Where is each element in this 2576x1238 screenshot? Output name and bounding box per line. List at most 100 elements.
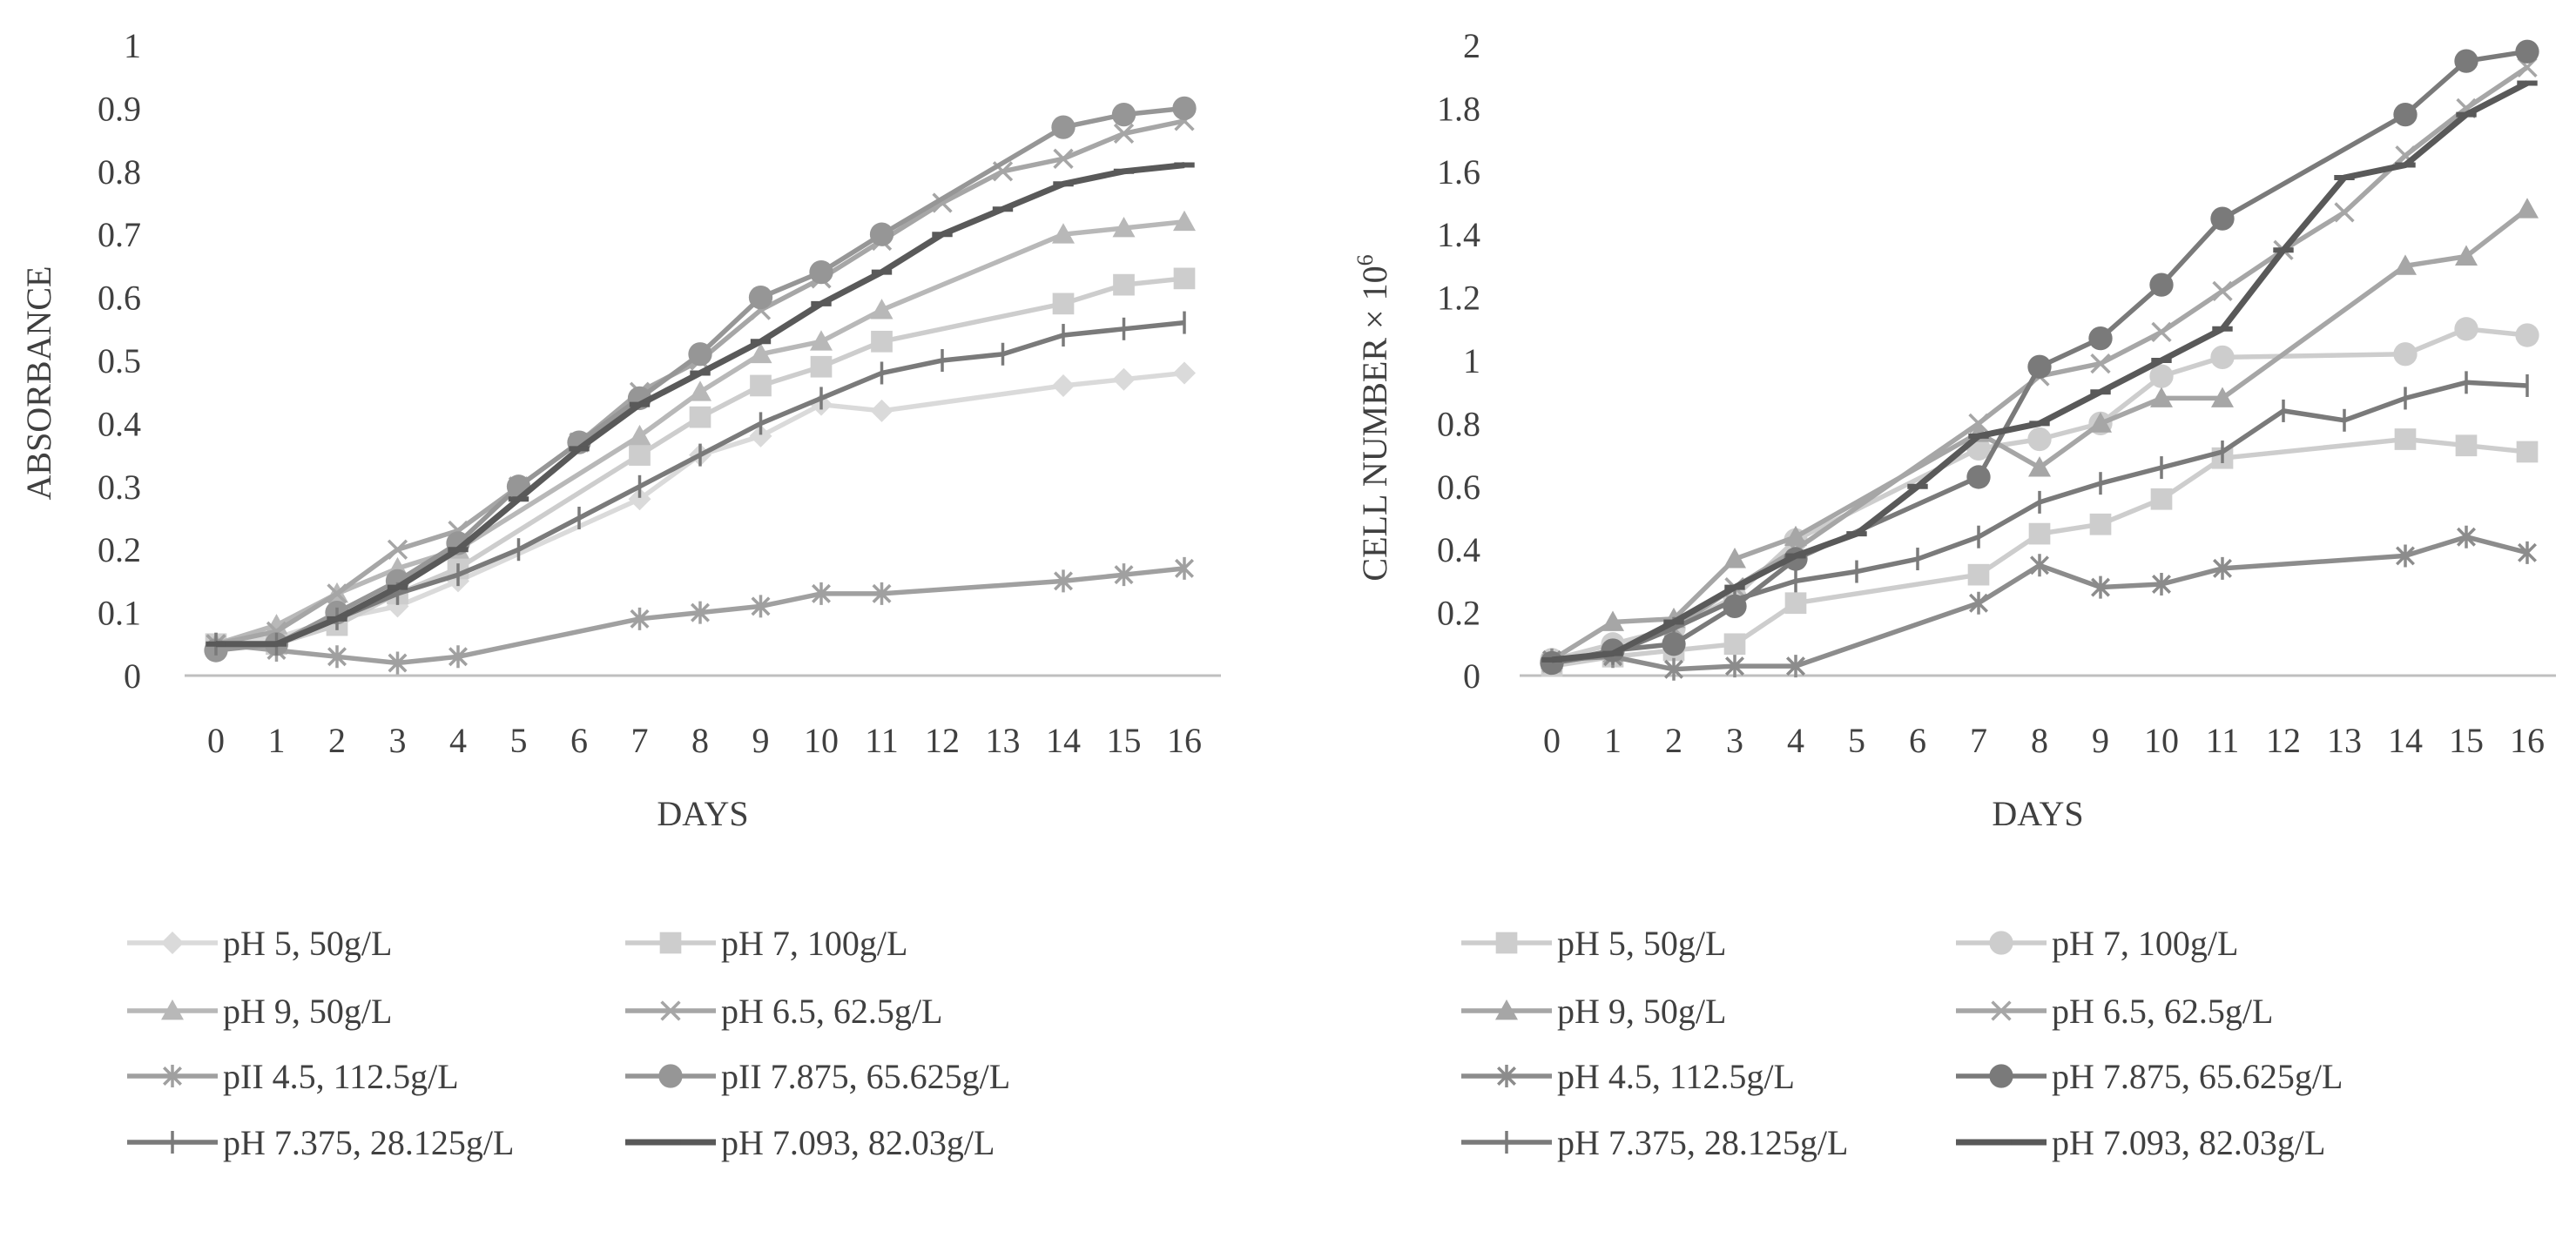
- x-tick-label: 15: [2449, 721, 2484, 760]
- data-point: [327, 583, 347, 604]
- data-point: [2394, 254, 2417, 275]
- data-point: [388, 651, 408, 675]
- x-tick-label: 7: [1970, 721, 1987, 760]
- y-tick-label: 2: [1463, 26, 1480, 65]
- data-point: [630, 607, 650, 630]
- legend-item: pII 7.875, 65.625g/L: [625, 1057, 1010, 1096]
- data-point: [1173, 361, 1196, 385]
- y-axis-title-left: ABSORBANCE: [19, 266, 58, 501]
- data-point: [2213, 556, 2232, 580]
- data-point: [1662, 632, 1686, 656]
- series-6: [214, 311, 1186, 656]
- y-tick-label: 0.4: [98, 404, 141, 443]
- legend-marker: [161, 999, 184, 1020]
- data-point: [2210, 345, 2235, 370]
- x-axis-ticks-left: 0 1 2 3 4 5 6 7 8 9 10 11 12 13 14 15 16: [207, 721, 1202, 760]
- series-4: [1542, 525, 2537, 681]
- data-point: [810, 330, 833, 351]
- data-point: [1784, 592, 1807, 615]
- data-point: [387, 539, 408, 560]
- data-point: [327, 645, 347, 669]
- data-point: [2211, 387, 2234, 407]
- data-point: [2515, 323, 2539, 347]
- y-tick-label: 0.3: [98, 468, 141, 507]
- x-tick-label: 2: [1665, 721, 1682, 760]
- x-tick-label: 13: [986, 721, 1021, 760]
- x-tick-label: 5: [1848, 721, 1865, 760]
- series-7: [206, 162, 1195, 648]
- legend-marker: [1991, 1000, 2012, 1021]
- data-point: [750, 374, 772, 397]
- series-line: [216, 162, 1185, 648]
- data-point: [1111, 102, 1136, 127]
- legend-label: pII 7.875, 65.625g/L: [721, 1057, 1010, 1096]
- x-tick-label: 16: [1167, 721, 1202, 760]
- data-point: [2152, 573, 2171, 596]
- data-point: [2334, 202, 2355, 223]
- x-tick-label: 11: [2206, 721, 2240, 760]
- data-point: [628, 488, 651, 511]
- data-point: [1112, 216, 1136, 238]
- x-tick-label: 7: [631, 721, 649, 760]
- x-tick-label: 4: [449, 721, 467, 760]
- data-point: [2027, 427, 2052, 452]
- legend-item: pH 7.375, 28.125g/L: [127, 1123, 514, 1162]
- legend-label: pH 7.093, 82.03g/L: [2052, 1123, 2325, 1162]
- data-point: [749, 342, 772, 364]
- x-tick-label: 9: [752, 721, 770, 760]
- data-point: [749, 424, 772, 447]
- data-point: [1784, 525, 1807, 547]
- x-tick-label: 6: [1909, 721, 1926, 760]
- legend-label: pH 5, 50g/L: [223, 924, 392, 963]
- data-point: [810, 355, 833, 378]
- data-point: [1114, 563, 1134, 587]
- data-point: [2515, 39, 2539, 64]
- x-tick-label: 8: [691, 721, 709, 760]
- x-tick-label: 3: [389, 721, 407, 760]
- legend-item: pH 5, 50g/L: [127, 924, 392, 963]
- x-tick-label: 10: [804, 721, 839, 760]
- data-point: [2091, 575, 2110, 599]
- series-line: [215, 105, 1185, 653]
- data-point: [448, 645, 468, 669]
- data-point: [812, 582, 831, 605]
- data-point: [870, 299, 894, 320]
- x-tick-label: 13: [2327, 721, 2362, 760]
- data-point: [1052, 223, 1075, 244]
- chart-cell-number: 00.20.40.60.811.21.41.61.82 0 1 2 3 4 5 6 7 8 9 10…: [1352, 26, 2556, 1162]
- data-point: [2090, 353, 2111, 374]
- y-tick-label: 0: [1463, 656, 1480, 696]
- data-point: [2457, 525, 2476, 548]
- data-point: [871, 330, 893, 353]
- legend-marker: [1989, 931, 2013, 955]
- legend-label: pH 7.375, 28.125g/L: [223, 1123, 514, 1162]
- data-point: [2516, 441, 2539, 463]
- data-point: [689, 406, 711, 428]
- data-point: [2027, 354, 2052, 379]
- x-tick-label: 8: [2031, 721, 2048, 760]
- legend-label: pH 7.093, 82.03g/L: [721, 1123, 995, 1162]
- x-axis-title-right: DAYS: [1992, 794, 2083, 833]
- x-tick-label: 1: [268, 721, 286, 760]
- data-point: [2028, 456, 2051, 477]
- x-tick-label: 0: [1543, 721, 1561, 760]
- data-point: [2030, 554, 2049, 577]
- data-point: [870, 399, 894, 422]
- y-tick-label: 0.6: [1437, 468, 1480, 507]
- data-point: [688, 342, 712, 367]
- y-tick-label: 0.7: [98, 215, 141, 254]
- legend-item: pH 7.093, 82.03g/L: [625, 1123, 995, 1162]
- data-point: [1966, 465, 1991, 489]
- legend-item: pH 7.093, 82.03g/L: [1956, 1123, 2325, 1162]
- data-point: [2518, 541, 2537, 564]
- data-point: [809, 259, 833, 285]
- data-point: [1602, 610, 1624, 631]
- data-point: [1054, 569, 1073, 593]
- y-axis-ticks-left: 0 0.1 0.2 0.3 0.4 0.5 0.6 0.7 0.8 0.9 1: [98, 26, 141, 696]
- legend-item: pH 6.5, 62.5g/L: [1956, 992, 2273, 1031]
- data-point: [2393, 342, 2418, 367]
- data-point: [1053, 148, 1074, 169]
- legend-label: pH 7, 100g/L: [721, 924, 907, 963]
- x-tick-label: 14: [1046, 721, 1081, 760]
